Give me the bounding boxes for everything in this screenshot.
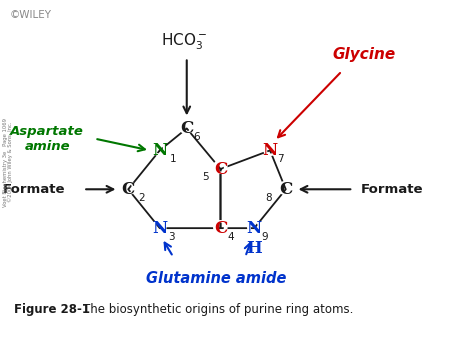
Text: O: O: [278, 180, 294, 199]
Text: O: O: [212, 160, 229, 178]
Text: Formate: Formate: [3, 183, 65, 196]
Text: HCO$_3^-$: HCO$_3^-$: [162, 32, 207, 52]
Text: C: C: [180, 120, 194, 137]
Text: Formate: Formate: [360, 183, 423, 196]
Text: O: O: [262, 141, 278, 160]
Text: Aspartate
amine: Aspartate amine: [10, 125, 84, 152]
Text: C: C: [122, 181, 135, 198]
Text: Voet Biochemistry 3e   Page 1069: Voet Biochemistry 3e Page 1069: [3, 118, 8, 207]
Text: ©2004 John Wiley & Sons, Inc.: ©2004 John Wiley & Sons, Inc.: [7, 122, 13, 202]
Text: 2: 2: [138, 193, 145, 203]
Text: 1: 1: [170, 154, 176, 164]
Text: 9: 9: [261, 232, 268, 242]
Text: 3: 3: [168, 232, 175, 242]
Text: Glutamine amide: Glutamine amide: [146, 271, 286, 286]
Text: Glycine: Glycine: [333, 47, 396, 62]
Text: O: O: [246, 219, 262, 238]
Text: C: C: [214, 161, 227, 177]
Text: 7: 7: [277, 154, 284, 164]
Text: O: O: [179, 119, 195, 138]
Text: O: O: [152, 219, 168, 238]
Text: O: O: [120, 180, 136, 199]
Text: Figure 28-1: Figure 28-1: [14, 303, 90, 316]
Text: 4: 4: [227, 232, 234, 242]
Text: 5: 5: [202, 172, 209, 183]
Text: N: N: [247, 220, 262, 237]
Text: O: O: [152, 141, 168, 160]
Text: C: C: [214, 220, 227, 237]
Text: ©WILEY: ©WILEY: [10, 10, 52, 20]
Text: N: N: [152, 142, 167, 159]
Text: O: O: [212, 219, 229, 238]
Text: The biosynthetic origins of purine ring atoms.: The biosynthetic origins of purine ring …: [83, 303, 354, 316]
Text: 8: 8: [266, 193, 272, 203]
Text: N: N: [152, 220, 167, 237]
Text: N: N: [262, 142, 278, 159]
Text: 6: 6: [194, 132, 200, 142]
Text: C: C: [279, 181, 292, 198]
Text: H: H: [247, 240, 262, 257]
